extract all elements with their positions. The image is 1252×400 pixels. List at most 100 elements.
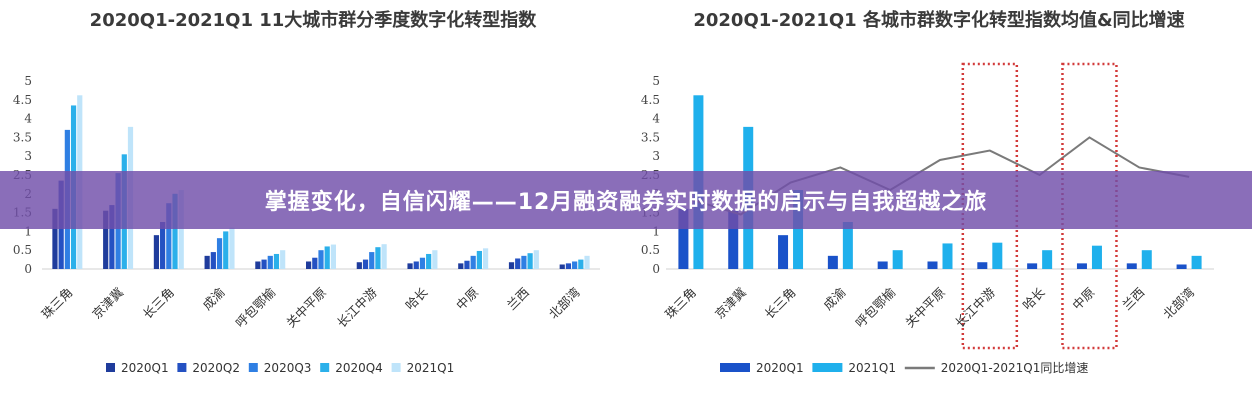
right-category-label: 哈长 [1019,284,1048,313]
right-category-label: 关中平原 [902,285,948,331]
left-bar [109,205,115,269]
left-category-label: 哈长 [402,284,431,313]
left-bar [521,255,527,269]
left-bar [533,250,539,269]
left-bar [330,244,336,269]
left-y-tick-label: 0 [24,262,32,276]
left-bar [306,261,312,269]
right-bar [1027,263,1038,269]
left-bar [578,259,584,269]
right-bar [1176,264,1187,269]
left-bar [172,193,178,269]
right-bar [778,235,789,269]
left-bar [103,210,109,269]
right-bar [927,261,938,269]
right-bar [892,250,903,269]
right-category-label: 中原 [1069,285,1097,313]
right-category-label: 北部湾 [1160,285,1197,322]
left-bar [318,250,324,269]
left-bar [178,190,184,269]
left-bar [584,255,590,269]
left-bar [559,264,565,269]
left-bar [267,255,273,269]
left-legend-swatch [248,363,258,372]
left-bar [476,250,482,269]
right-category-label: 兰西 [1119,285,1147,313]
right-category-label: 成渝 [820,284,849,313]
left-bar [508,262,515,269]
left-legend-swatch [106,363,115,372]
left-bar [229,227,235,269]
right-bar [1076,263,1087,269]
left-legend-label: 2020Q2 [192,361,240,375]
right-category-label: 京津冀 [712,285,749,322]
left-y-tick-label: 3 [24,149,32,163]
left-bar [216,238,223,269]
right-y-tick-label: 4 [652,112,660,126]
left-bar [458,263,464,269]
overlay-banner: 掌握变化，自信闪耀——12月融资融券实时数据的启示与自我超越之旅 [0,171,1252,229]
left-category-label: 珠三角 [38,285,75,322]
right-bar [678,208,689,269]
left-bar [52,208,58,269]
left-bar [362,259,369,269]
right-y-tick-label: 3.5 [641,130,660,144]
right-y-tick-label: 5 [652,74,660,88]
left-bar [381,244,387,269]
left-y-tick-label: 4.5 [13,93,32,107]
left-y-tick-label: 3.5 [13,130,32,144]
right-bar [942,243,953,269]
left-category-label: 北部湾 [546,285,583,322]
right-legend-label: 2020Q1 [756,361,804,375]
left-category-label: 京津冀 [89,285,126,322]
left-category-label: 长三角 [140,285,177,322]
left-bar [470,255,476,269]
left-category-label: 中原 [453,285,481,313]
left-legend-label: 2020Q1 [121,361,169,375]
left-bar [527,253,533,269]
left-y-tick-label: 5 [24,74,32,88]
left-legend-swatch [391,363,401,372]
right-category-label: 长江中游 [952,284,998,330]
left-category-label: 长江中游 [334,284,380,330]
right-chart-title: 2020Q1-2021Q1 各城市群数字化转型指数均值&同比增速 [693,10,1185,31]
right-y-tick-label: 0.5 [641,243,660,257]
left-bar [204,255,210,269]
left-legend-label: 2020Q4 [335,361,383,375]
banner-text: 掌握变化，自信闪耀——12月融资融券实时数据的启示与自我超越之旅 [264,190,988,215]
right-y-tick-label: 0 [652,262,660,276]
left-bar [223,231,229,269]
right-bar [827,255,838,269]
left-bar [572,261,578,269]
right-category-label: 长三角 [762,285,799,322]
right-legend-swatch [720,363,750,372]
left-category-label: 关中平原 [283,285,329,331]
left-legend-swatch [320,363,330,372]
left-bar [369,252,375,269]
left-chart-title: 2020Q1-2021Q1 11大城市群分季度数字化转型指数 [89,10,537,31]
left-bar [255,261,261,269]
left-bar [324,246,330,269]
left-bar [280,250,286,269]
left-category-label: 呼包鄂榆 [232,284,278,330]
left-bar [407,263,413,269]
right-bar [1126,263,1137,269]
right-bar [793,190,804,269]
right-bar [728,210,739,269]
left-bar [356,262,362,269]
left-bar [153,235,160,269]
left-bar [413,261,419,269]
left-bar [426,253,432,269]
right-legend-label: 2021Q1 [848,361,896,375]
right-bar [877,261,888,269]
right-bar [992,242,1003,269]
left-bar [464,260,470,269]
left-bar [565,263,572,269]
right-bar [1141,250,1152,269]
left-bar [312,257,318,269]
right-bar [1042,250,1053,269]
right-bar [842,222,853,269]
left-legend-label: 2021Q1 [407,361,455,375]
left-bar [482,248,489,269]
right-bar [1091,245,1102,269]
